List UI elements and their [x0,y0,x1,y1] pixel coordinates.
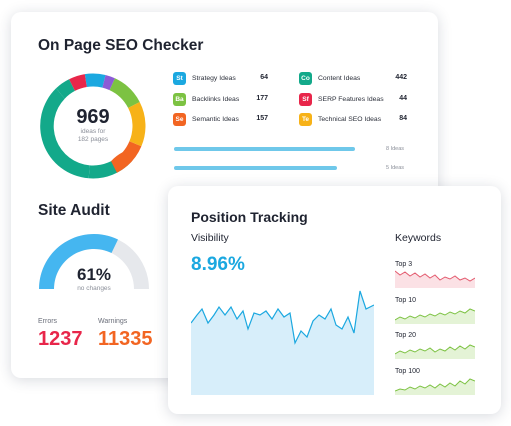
site-audit-title: Site Audit [38,202,110,219]
keyword-top10-sparkline [395,308,475,324]
ideas-caption-2: 182 pages [77,136,109,143]
backlinks-badge: Ba [173,92,186,106]
seo-checker-title: On Page SEO Checker [38,37,204,54]
idea-label: Technical SEO Ideas [318,115,382,123]
idea-row-content[interactable]: Co Content Ideas [299,71,360,85]
position-tracking-title: Position Tracking [191,209,308,225]
visibility-line [191,290,374,345]
donut-segment-content [40,88,90,179]
technical-badge: Te [299,112,312,126]
ideas-bar-2 [174,166,337,170]
idea-value: 84 [399,115,407,122]
warnings-label: Warnings [98,318,128,325]
idea-row-technical[interactable]: Te Technical SEO Ideas [299,112,381,126]
donut-segment-orange-fill [111,152,133,173]
gauge-center: 61% no changes [58,265,130,293]
donut-segment-purple [102,75,115,91]
keyword-top3-label: Top 3 [395,261,413,268]
idea-label: SERP Features Ideas [318,95,384,103]
idea-label: Strategy Ideas [192,74,236,82]
visibility-value: 8.96% [191,254,245,275]
serp-badge: Sf [299,92,312,106]
idea-row-strategy[interactable]: St Strategy Ideas [173,71,236,85]
ideas-donut-chart [40,73,146,179]
idea-label: Semantic Ideas [192,115,239,123]
keywords-label: Keywords [395,232,442,244]
audit-percent: 61% [76,265,112,284]
site-audit-gauge [39,233,149,289]
idea-value: 157 [256,115,268,122]
visibility-area-chart [191,290,374,395]
ideas-bar-1-label: 8 Ideas [386,146,405,152]
warnings-value: 11335 [98,328,153,350]
idea-row-backlinks[interactable]: Ba Backlinks Ideas [173,92,239,106]
keyword-top100-sparkline [395,378,475,395]
keyword-top10-label: Top 10 [395,297,417,304]
idea-value: 442 [395,74,407,81]
ideas-bar-2-label: 5 Ideas [386,165,405,171]
content-badge: Co [299,71,312,85]
idea-row-serp[interactable]: Sf SERP Features Ideas [299,92,384,106]
idea-value: 64 [260,74,268,81]
visibility-area [191,291,374,395]
idea-row-semantic[interactable]: Se Semantic Ideas [173,112,239,126]
ideas-total-block: 969 ideas for 182 pages [58,106,128,144]
donut-segment-green-top [56,79,75,99]
semantic-badge: Se [173,112,186,126]
visibility-label: Visibility [191,232,229,244]
donut-segment-backlinks [109,78,140,108]
errors-label: Errors [38,318,58,325]
donut-segment-strategy [84,73,106,88]
donut-segment-serp [69,74,87,91]
audit-caption: no changes [77,285,111,292]
keyword-top100-label: Top 100 [395,368,420,375]
strategy-badge: St [173,71,186,85]
gauge-progress [39,233,118,289]
idea-label: Backlinks Ideas [192,95,240,103]
errors-value: 1237 [38,328,83,350]
idea-value: 44 [399,95,407,102]
idea-label: Content Ideas [318,74,361,82]
idea-value: 177 [256,95,268,102]
keyword-top3-sparkline [395,270,475,288]
ideas-total: 969 [76,106,110,128]
ideas-bar-1 [174,147,355,151]
donut-segment-technical [128,102,146,147]
keyword-top20-label: Top 20 [395,332,417,339]
ideas-caption-1: ideas for [80,128,106,135]
keyword-top20-sparkline [395,344,475,359]
